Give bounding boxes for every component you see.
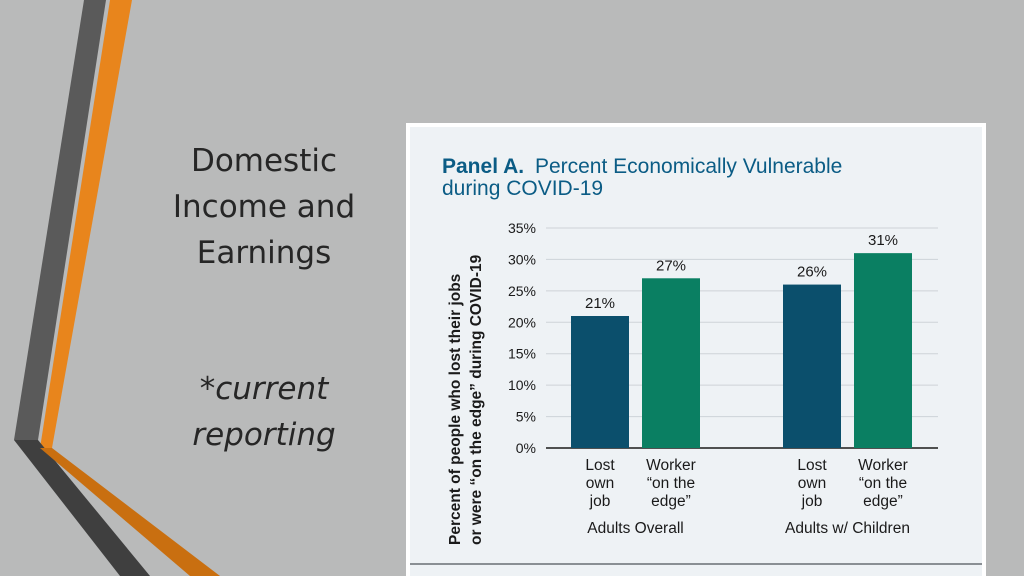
- x-category-label: Worker: [858, 457, 908, 474]
- bar-value-label: 27%: [656, 257, 686, 274]
- x-group-label: Adults Overall: [587, 520, 683, 537]
- gray-stripe: [14, 0, 106, 440]
- y-axis-label-line1: Percent of people who lost their jobs: [447, 274, 464, 545]
- bar: [783, 284, 841, 448]
- bar: [642, 278, 700, 448]
- note-line-2: reporting: [192, 417, 336, 453]
- bar: [571, 316, 629, 448]
- chart-title: Panel A. Percent Economically Vulnerable: [442, 155, 842, 178]
- slide-title: Domestic Income and Earnings: [150, 138, 378, 276]
- y-tick-label: 30%: [508, 251, 536, 267]
- chart-title-line2: during COVID-19: [442, 177, 603, 200]
- y-tick-label: 15%: [508, 346, 536, 362]
- x-category-label: Worker: [646, 457, 696, 474]
- x-category-label: job: [801, 493, 823, 510]
- y-tick-label: 5%: [516, 409, 536, 425]
- x-group-label: Adults w/ Children: [785, 520, 910, 537]
- title-line-1: Domestic: [190, 143, 338, 179]
- chart-panel: Panel A. Percent Economically Vulnerable…: [406, 123, 986, 576]
- bar-value-label: 21%: [585, 295, 615, 312]
- title-line-3: Earnings: [196, 235, 332, 271]
- chart-title-bold: Panel A.: [442, 155, 524, 178]
- y-tick-label: 35%: [508, 220, 536, 236]
- y-tick-label: 25%: [508, 283, 536, 299]
- x-category-label: “on the: [647, 475, 695, 492]
- title-line-2: Income and: [172, 189, 356, 225]
- gray-stripe-lower: [14, 440, 150, 576]
- slide-note: *current reporting: [150, 366, 378, 458]
- bar-value-label: 31%: [868, 232, 898, 249]
- x-category-label: edge”: [651, 493, 691, 510]
- orange-stripe: [40, 0, 132, 448]
- bar-chart: Panel A. Percent Economically Vulnerable…: [442, 155, 938, 545]
- x-category-label: “on the: [859, 475, 907, 492]
- y-tick-label: 10%: [508, 377, 536, 393]
- y-tick-label: 0%: [516, 440, 536, 456]
- orange-stripe-lower: [40, 448, 220, 576]
- x-category-label: job: [589, 493, 611, 510]
- x-category-label: Lost: [585, 457, 615, 474]
- note-line-1: *current: [199, 371, 329, 407]
- x-category-label: Lost: [797, 457, 827, 474]
- y-tick-label: 20%: [508, 314, 536, 330]
- panel-bottom-rule: [410, 563, 982, 565]
- chart-title-rest: Percent Economically Vulnerable: [535, 155, 842, 178]
- x-category-label: own: [798, 475, 826, 492]
- y-axis-label-line2: or were “on the edge” during COVID-19: [468, 254, 485, 545]
- bar-value-label: 26%: [797, 264, 827, 281]
- bar: [854, 253, 912, 448]
- x-category-label: own: [586, 475, 614, 492]
- x-category-label: edge”: [863, 493, 903, 510]
